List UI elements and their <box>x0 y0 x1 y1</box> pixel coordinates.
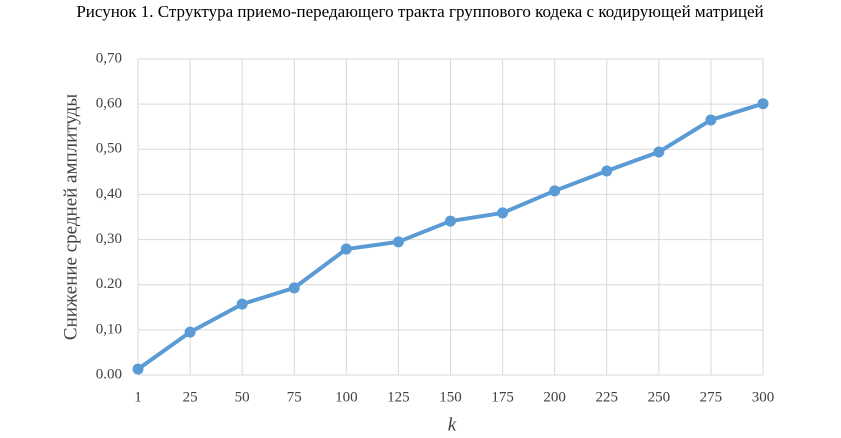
y-tick-label: 0,50 <box>96 141 122 157</box>
y-axis-label: Снижение средней амплитуды <box>60 94 81 340</box>
chart-title: Рисунок 1. Структура приемо-передающего … <box>76 2 763 21</box>
x-tick-label: 175 <box>491 389 514 405</box>
data-point <box>705 114 717 126</box>
data-point <box>601 165 613 177</box>
x-tick-label: 200 <box>543 389 566 405</box>
data-point <box>757 98 769 110</box>
x-tick-label: 25 <box>183 389 198 405</box>
data-point <box>340 243 352 255</box>
x-axis-label: k <box>448 414 457 435</box>
data-point <box>288 282 300 294</box>
x-tick-label: 225 <box>596 389 619 405</box>
data-point <box>184 326 196 338</box>
data-point <box>653 146 665 158</box>
x-tick-label: 300 <box>752 389 775 405</box>
x-tick-label: 75 <box>287 389 302 405</box>
y-tick-label: 0,10 <box>96 321 122 337</box>
data-point <box>392 236 404 248</box>
x-tick-label: 100 <box>335 389 358 405</box>
x-tick-label: 50 <box>235 389 250 405</box>
y-tick-label: 0,60 <box>96 96 122 112</box>
data-point <box>445 215 456 227</box>
data-point <box>132 363 144 375</box>
data-point <box>549 185 561 197</box>
x-tick-label: 275 <box>700 389 723 405</box>
x-tick-label: 125 <box>387 389 410 405</box>
y-tick-label: 0,70 <box>96 50 122 66</box>
x-tick-label: 250 <box>648 389 671 405</box>
y-tick-label: 0.20 <box>96 276 122 292</box>
x-tick-label: 150 <box>439 389 462 405</box>
x-tick-label: 1 <box>134 389 142 405</box>
y-tick-label: 0,30 <box>96 231 122 247</box>
data-point <box>236 298 248 310</box>
y-tick-label: 0.00 <box>96 366 122 382</box>
y-tick-label: 0,40 <box>96 186 122 202</box>
data-point <box>497 207 509 219</box>
